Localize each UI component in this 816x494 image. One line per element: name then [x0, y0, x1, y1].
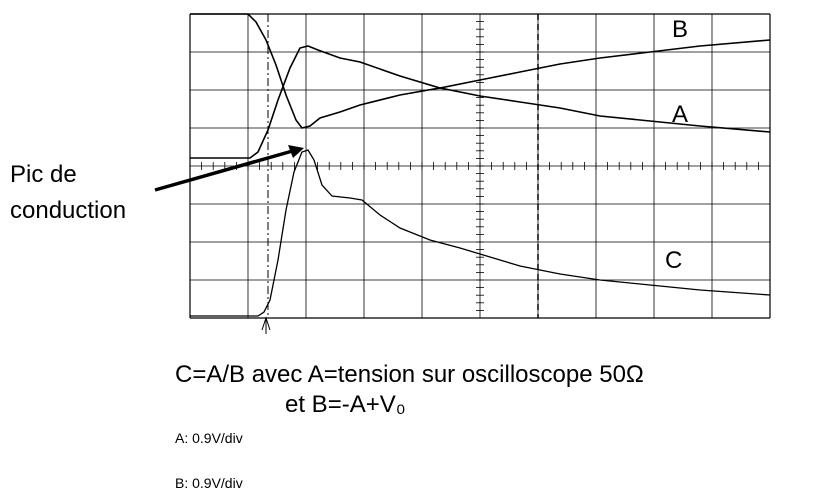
scale-text: B: 0.9V/div	[175, 475, 243, 491]
trace-label: B	[672, 16, 688, 43]
annotation-text: conduction	[10, 197, 126, 224]
trace-label: C	[665, 247, 682, 274]
scale-text: A: 0.9V/div	[175, 430, 243, 446]
caption-text: C=A/B avec A=tension sur oscilloscope 50…	[175, 361, 644, 388]
trigger-marker	[261, 316, 271, 334]
caption-text: et B=-A+V₀	[285, 391, 406, 418]
trace-b	[190, 39, 771, 159]
annotation-arrow	[154, 148, 297, 192]
trace-label: A	[672, 101, 688, 128]
graticule	[189, 13, 771, 319]
arrow-head	[288, 145, 304, 158]
trace-a	[190, 13, 771, 133]
trace-c	[190, 149, 771, 317]
annotation-text: Pic de	[10, 161, 77, 188]
